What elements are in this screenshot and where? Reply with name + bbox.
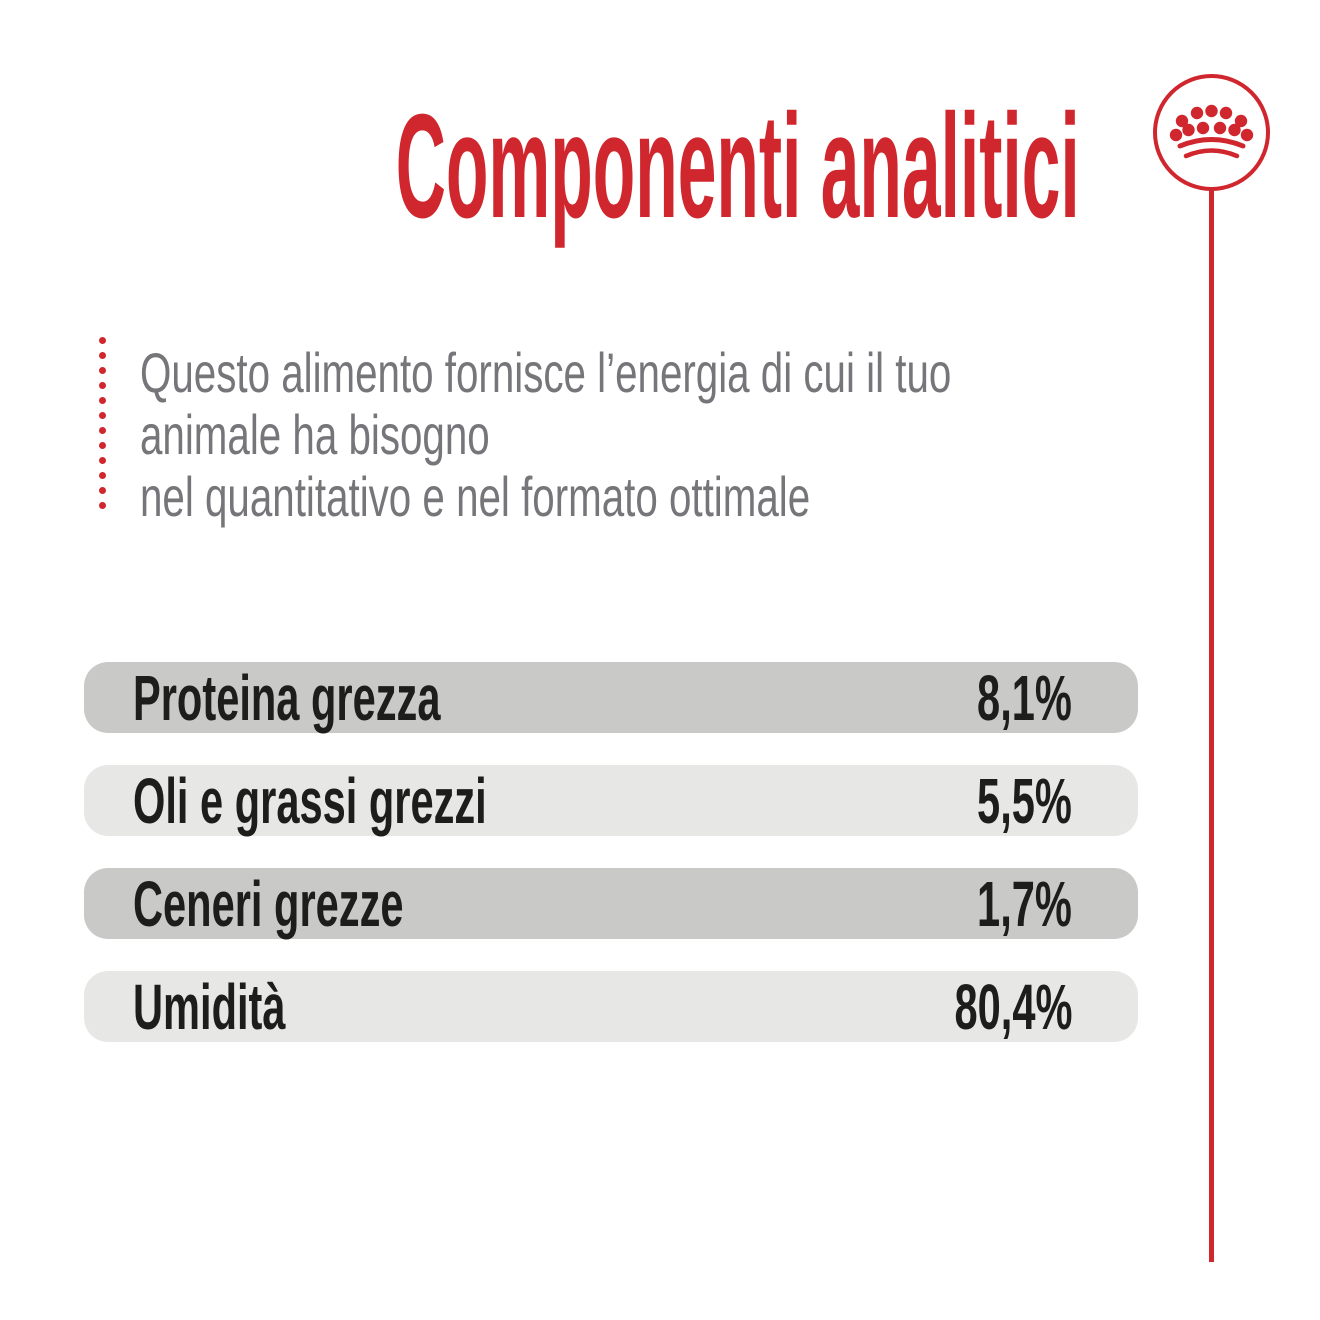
red-dot [99,487,106,494]
red-dot [99,427,106,434]
table-row-ceneri-grezze: Ceneri grezze 1,7% [84,867,1138,940]
red-dot [99,412,106,419]
red-dot [99,367,106,374]
analytical-components-table: Proteina grezza 8,1% Oli e grassi grezzi… [84,662,1138,1074]
intro-line: nel quantitativo e nel formato ottimale [140,465,811,528]
red-dot [99,472,106,479]
red-dot [99,352,106,359]
crown-icon [1153,74,1270,191]
table-row-oli-e-grassi-grezzi: Oli e grassi grezzi 5,5% [84,764,1138,837]
red-dot [99,457,106,464]
row-value: 5,5% [977,764,1072,837]
vertical-accent-line [1209,190,1214,1262]
red-dot [99,442,106,449]
red-dot [99,502,106,509]
table-row-proteina-grezza: Proteina grezza 8,1% [84,661,1138,734]
table-row-umidita: Umidità 80,4% [84,970,1138,1043]
row-value: 1,7% [977,867,1072,940]
row-label: Proteina grezza [133,661,441,734]
red-dot [99,397,106,404]
royal-canin-logo [1151,72,1272,193]
row-label: Umidità [133,970,286,1043]
page-title-text: Componenti analitici [395,84,1080,249]
row-value: 80,4% [954,970,1072,1043]
dotted-accent-line [99,337,107,517]
intro-line: animale ha bisogno [140,403,490,466]
red-dot [99,382,106,389]
row-value: 8,1% [977,661,1072,734]
red-dot [99,337,106,344]
row-label: Ceneri grezze [133,867,404,940]
page-title: Componenti analitici [10,92,1250,242]
row-label: Oli e grassi grezzi [133,764,487,837]
intro-text: Questo alimento fornisce l’energia di cu… [140,342,1140,528]
intro-line: Questo alimento fornisce l’energia di cu… [140,341,952,404]
